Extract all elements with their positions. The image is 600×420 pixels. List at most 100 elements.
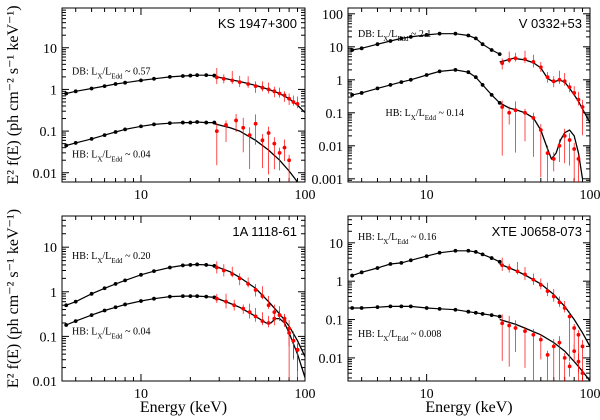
axis-ticks (62, 7, 306, 183)
series-low (64, 262, 217, 308)
data-point (234, 118, 238, 123)
axis-frame (61, 215, 306, 382)
data-point (295, 347, 300, 352)
data-point (291, 100, 296, 104)
data-point (272, 310, 277, 315)
data-point (538, 282, 543, 287)
data-point (214, 296, 219, 301)
series-high (214, 261, 300, 381)
data-point (551, 294, 556, 299)
data-point (246, 282, 251, 286)
luminosity-annotation: DB: LX/LEdd ~ 2.1 (358, 29, 431, 43)
data-point (545, 289, 550, 294)
panel-title: 1A 1118-61 (232, 224, 297, 239)
data-trace (65, 263, 215, 306)
data-point (562, 306, 567, 310)
data-point (291, 338, 296, 343)
y-tick-label: 10 (43, 241, 57, 256)
data-point (214, 265, 219, 270)
series-low (350, 304, 502, 319)
series-low (350, 67, 502, 105)
x-tick-label: 10 (134, 387, 148, 402)
data-point (272, 89, 277, 94)
data-point (277, 91, 282, 96)
data-point (260, 85, 265, 90)
data-point (545, 75, 550, 80)
model-curve (214, 265, 305, 357)
data-point (253, 288, 258, 292)
data-point (572, 91, 577, 95)
y-tick-label: 1 (336, 74, 343, 89)
data-point (266, 321, 271, 325)
x-tick-label: 10 (420, 188, 434, 203)
series-low (64, 120, 217, 148)
data-point (350, 48, 355, 52)
data-point (551, 157, 556, 161)
model-curve (216, 76, 305, 113)
y-tick-label: 0.01 (319, 140, 344, 155)
data-point (260, 138, 265, 143)
data-point (562, 133, 567, 138)
data-point (246, 82, 251, 86)
data-point (350, 306, 355, 310)
data-point (224, 299, 228, 304)
data-point (538, 128, 543, 132)
data-point (538, 65, 543, 70)
plot-area (64, 261, 305, 381)
series-high (500, 314, 585, 381)
data-point (531, 116, 536, 120)
data-trace (352, 250, 500, 277)
data-point (513, 326, 518, 330)
data-point (247, 133, 252, 138)
y-axis-label: E² f(E) (ph cm⁻² s⁻¹ keV⁻¹) (5, 5, 22, 184)
data-point (500, 321, 505, 326)
data-trace (352, 33, 500, 55)
model-curve (499, 102, 584, 179)
data-point (221, 268, 226, 273)
x-tick-label: 100 (295, 188, 316, 203)
data-point (562, 356, 567, 360)
data-point (500, 263, 505, 268)
data-point (580, 371, 585, 376)
y-tick-label: 0.1 (326, 314, 344, 329)
data-point (507, 110, 512, 115)
panel-2: 10 100 0.001 0.01 0.1 1 10 100 V 0332+53 DB: LX/L… (312, 7, 600, 203)
data-point (277, 150, 282, 155)
data-point (350, 273, 355, 278)
data-point (221, 76, 226, 81)
data-point (557, 340, 562, 345)
series-high (500, 100, 581, 182)
data-point (557, 300, 562, 305)
data-point (272, 316, 277, 321)
data-point (507, 58, 512, 62)
data-point (567, 364, 572, 369)
series-low (350, 31, 502, 57)
y-tick-label: 100 (322, 8, 343, 23)
data-point (545, 352, 550, 357)
data-point (282, 145, 287, 150)
model-curve (214, 123, 299, 182)
data-point (500, 105, 505, 109)
data-point (562, 79, 567, 84)
y-tick-label: 10 (329, 237, 343, 252)
luminosity-annotation: HB: LX/LEdd ~ 0.16 (358, 232, 436, 246)
data-point (580, 344, 585, 349)
luminosity-annotation: HB: LX/LEdd ~ 0.20 (72, 251, 150, 265)
data-trace (66, 121, 215, 147)
plot-area (64, 68, 305, 182)
data-point (253, 84, 258, 89)
model-curve (499, 263, 590, 347)
y-tick-label: 0.01 (33, 375, 58, 390)
plot-area (350, 31, 590, 182)
y-axis-label: E² f(E) (ph cm⁻² s⁻¹ keV⁻¹) (5, 209, 22, 388)
y-tick-label: 0.1 (40, 330, 58, 345)
luminosity-annotation: HB: LX/LEdd ~ 0.04 (72, 150, 150, 164)
y-tick-label: 0.1 (40, 125, 58, 140)
x-tick-label: 100 (295, 387, 316, 402)
data-trace (352, 69, 501, 104)
x-axis-label: Energy (keV) (425, 399, 512, 416)
y-tick-label: 0.1 (326, 107, 344, 122)
data-point (538, 337, 543, 342)
data-point (282, 319, 287, 324)
panel-1: 10 100 0.01 0.1 1 10 KS 1947+300 DB: LX/LEdd ~ … (5, 5, 316, 203)
